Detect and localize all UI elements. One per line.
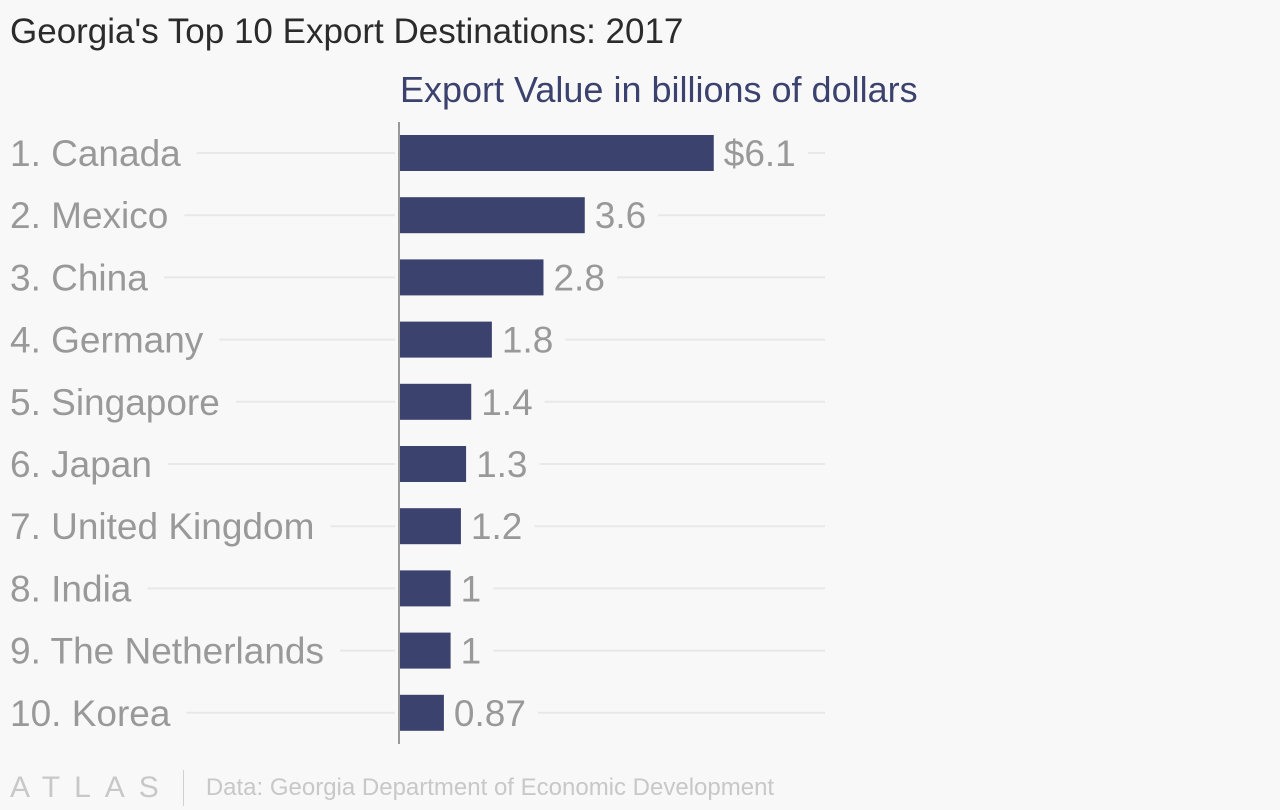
category-label: 8. India xyxy=(10,568,132,609)
source-note: Data: Georgia Department of Economic Dev… xyxy=(205,774,775,801)
bar xyxy=(399,259,544,296)
chart-title: Georgia's Top 10 Export Destinations: 20… xyxy=(10,12,684,51)
bar xyxy=(399,508,461,545)
category-label: 3. China xyxy=(10,257,148,298)
data-label: 1.3 xyxy=(476,444,527,485)
category-label: 4. Germany xyxy=(10,320,204,361)
data-label: 0.87 xyxy=(454,693,526,734)
data-label: 1.2 xyxy=(471,506,522,547)
data-label: 1 xyxy=(461,631,482,672)
category-label: 10. Korea xyxy=(10,693,171,734)
data-label: 2.8 xyxy=(553,257,604,298)
category-label: 1. Canada xyxy=(10,133,181,174)
data-label: 3.6 xyxy=(595,195,646,236)
bar xyxy=(399,694,444,731)
bar xyxy=(399,446,467,482)
footer: ATLAS Data: Georgia Department of Econom… xyxy=(10,770,774,806)
bar xyxy=(399,135,714,171)
data-label: $6.1 xyxy=(724,133,796,174)
data-label: 1 xyxy=(461,568,482,609)
bar xyxy=(399,197,585,234)
footer-divider xyxy=(182,770,184,806)
bar xyxy=(399,632,451,669)
data-label: 1.8 xyxy=(502,320,553,361)
bar xyxy=(399,383,472,420)
category-label: 7. United Kingdom xyxy=(10,506,314,547)
bar xyxy=(399,321,492,358)
bar xyxy=(399,570,451,607)
category-label: 6. Japan xyxy=(10,444,152,485)
data-label: 1.4 xyxy=(481,382,532,423)
category-label: 9. The Netherlands xyxy=(10,631,324,672)
category-label: 2. Mexico xyxy=(10,195,168,236)
chart-subtitle: Export Value in billions of dollars xyxy=(400,69,918,110)
category-label: 5. Singapore xyxy=(10,382,220,423)
atlas-logo: ATLAS xyxy=(10,771,173,804)
